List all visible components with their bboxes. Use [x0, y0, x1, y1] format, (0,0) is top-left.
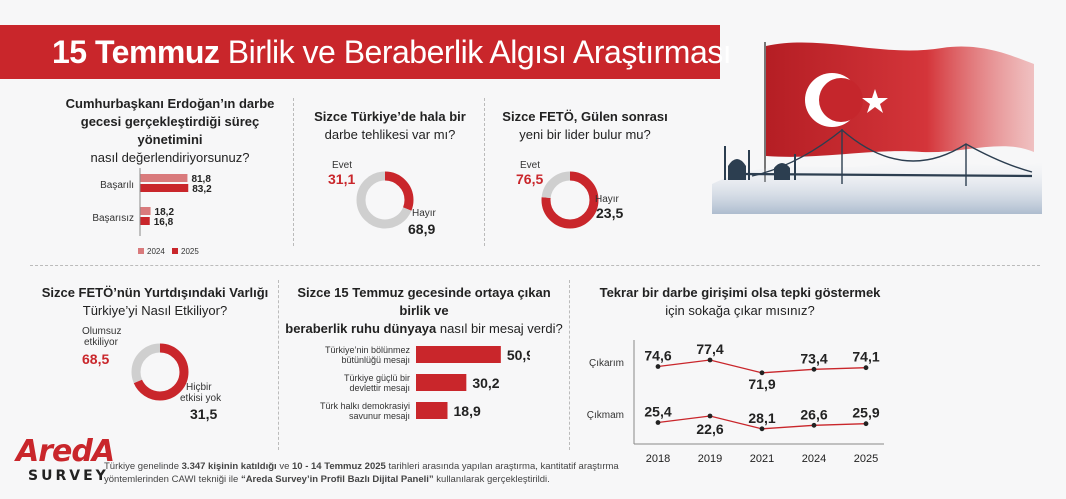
category-label: Başarılı: [100, 180, 134, 191]
series-label: Çıkarım: [589, 358, 624, 369]
category-label: bütünlüğü mesajı: [341, 355, 410, 365]
x-tick-label: 2025: [854, 453, 878, 465]
data-point: [707, 413, 713, 419]
question-6: Tekrar bir darbe girişimi olsa tepki gös…: [599, 285, 881, 318]
x-tick-label: 2019: [698, 453, 722, 465]
series-label: Çıkmam: [587, 410, 624, 421]
x-tick-label: 2018: [646, 453, 670, 465]
bar: [416, 374, 467, 391]
donut-slice: [541, 171, 599, 229]
bar: [140, 217, 150, 225]
data-point: [863, 365, 869, 371]
category-label: Başarısız: [92, 213, 134, 224]
question-2: Sizce Türkiye’de hala bir darbe tehlikes…: [314, 109, 466, 142]
mosque-silhouette: [724, 146, 796, 180]
legend-swatch: [172, 248, 178, 254]
data-point: [759, 426, 765, 432]
slice-value: 76,5: [516, 171, 543, 187]
category-label: savunur mesajı: [349, 411, 410, 421]
chart-street-reaction: 2018 2019 2021 2024 2025 Çıkarım 74,6 77,4 71,9 7…: [587, 340, 884, 465]
data-label: 28,1: [748, 410, 775, 426]
data-point: [811, 366, 817, 372]
data-point: [811, 422, 817, 428]
slice-label: etkiliyor: [84, 337, 119, 348]
slice-label: Hayır: [595, 194, 620, 205]
bar-value-label: 83,2: [192, 184, 212, 195]
slice-label: Hiçbir: [186, 382, 212, 393]
question-3: Sizce FETÖ, Gülen sonrası yeni bir lider…: [502, 109, 668, 142]
data-label: 77,4: [696, 341, 723, 357]
divider: [30, 265, 1040, 266]
data-point: [707, 357, 713, 363]
data-label: 74,6: [644, 348, 671, 364]
data-label: 26,6: [800, 406, 827, 422]
data-label: 71,9: [748, 376, 775, 392]
bar: [416, 402, 448, 419]
logo-survey: SURVEY: [28, 468, 109, 484]
data-label: 22,6: [696, 421, 723, 437]
slice-label: Hayır: [412, 208, 437, 219]
slice-label: Olumsuz: [82, 326, 121, 337]
question-1: Cumhurbaşkanı Erdoğan’ın darbe gecesi ge…: [65, 96, 275, 165]
logo-areda: AredA: [16, 434, 115, 469]
data-label: 74,1: [852, 349, 879, 365]
slice-label: Evet: [520, 160, 540, 171]
legend-swatch: [138, 248, 144, 254]
divider: [569, 280, 570, 450]
category-label: devlettir mesajı: [349, 383, 410, 393]
data-label: 25,4: [644, 404, 671, 420]
data-point: [863, 421, 869, 427]
category-label: Türkiye güçlü bir: [344, 373, 410, 383]
page-title: 15 Temmuz Birlik ve Beraberlik Algısı Ar…: [52, 34, 732, 70]
donut-slice: [131, 343, 189, 401]
chart-approval: Başarılı 81,883,2 Başarısız 18,216,8 2024 202…: [92, 168, 212, 256]
flag-shape: [766, 42, 1034, 157]
data-label: 73,4: [800, 350, 827, 366]
bar-value-label: 50,9: [507, 347, 530, 363]
bar: [140, 184, 189, 192]
donut-slice: [356, 171, 414, 229]
bar-value-label: 18,9: [454, 403, 481, 419]
divider: [293, 98, 294, 246]
bar-value-label: 81,8: [191, 174, 211, 185]
category-label: Türkiye’nin bölünmez: [325, 345, 411, 355]
bar-value-label: 18,2: [155, 207, 175, 218]
slice-value: 31,1: [328, 171, 355, 187]
x-tick-label: 2021: [750, 453, 774, 465]
question-4: Sizce FETÖ’nün Yurtdışındaki Varlığı Tür…: [41, 285, 269, 318]
slice-value: 23,5: [596, 205, 623, 221]
slice-value: 68,9: [408, 221, 435, 237]
bar-value-label: 30,2: [472, 375, 499, 391]
title-band: [0, 25, 720, 79]
x-tick-label: 2024: [802, 453, 826, 465]
bridge-shape: [741, 129, 1033, 186]
slice-label: etkisi yok: [180, 393, 222, 404]
bar: [416, 346, 501, 363]
slice-value: 68,5: [82, 351, 109, 367]
category-label: Türk halkı demokrasiyi: [320, 401, 410, 411]
data-point: [759, 370, 765, 376]
bar: [140, 174, 188, 182]
bar: [140, 207, 151, 215]
divider: [278, 280, 279, 450]
legend-label: 2025: [181, 247, 199, 256]
flag-bridge-illustration: [712, 42, 1042, 214]
slice-value: 31,5: [190, 406, 217, 422]
question-5: Sizce 15 Temmuz gecesinde ortaya çıkan b…: [285, 285, 563, 336]
slice-label: Evet: [332, 160, 352, 171]
divider: [484, 98, 485, 246]
data-point: [655, 420, 661, 425]
footnote: Türkiye genelinde 3.347 kişinin katıldığ…: [104, 461, 619, 485]
data-point: [655, 364, 661, 369]
data-label: 25,9: [852, 405, 879, 421]
legend-label: 2024: [147, 247, 165, 256]
bar-value-label: 16,8: [154, 217, 174, 228]
star-shape: [862, 89, 888, 113]
